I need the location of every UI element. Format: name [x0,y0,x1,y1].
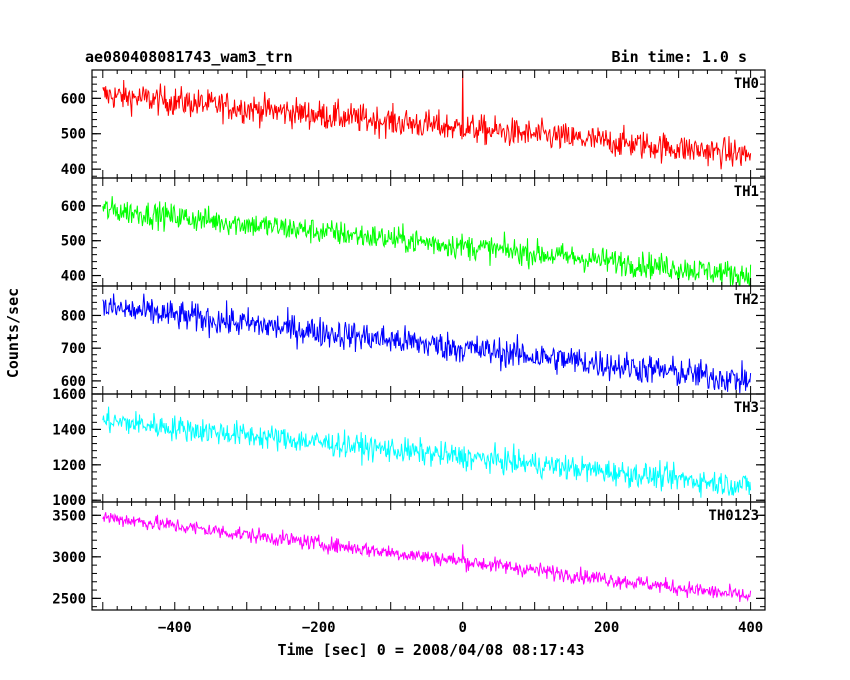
x-tick-label: 400 [738,620,763,636]
panel-frame [91,501,766,611]
y-tick-label: 500 [61,234,86,250]
y-axis-label: Counts/sec [4,288,22,378]
y-tick-label: 800 [61,308,86,324]
chart-subtitle: Bin time: 1.0 s [612,48,747,66]
series-line-th0 [102,70,752,170]
panels-group: 400 500 600 TH0 400 500 600 TH1 600 700 800 TH2 1000… [52,69,766,636]
y-tick-label: 1000 [52,493,86,509]
y-tick-label: 2500 [52,591,86,607]
y-tick-label: 3500 [52,508,86,524]
x-axis-label: Time [sec] 0 = 2008/04/08 08:17:43 [277,641,584,659]
x-tick-label: −200 [302,620,336,636]
x-tick-label: 0 [458,620,466,636]
series-line-th1 [102,196,752,286]
panel-label-th1: TH1 [734,184,759,200]
y-tick-label: 1200 [52,458,86,474]
panel-label-th3: TH3 [734,400,759,416]
panel-label-th0: TH0 [734,76,759,92]
series-line-th2 [102,293,752,394]
y-tick-label: 1400 [52,422,86,438]
y-tick-label: 1600 [52,387,86,403]
y-tick-label: 400 [61,269,86,285]
panel-label-th0123: TH0123 [708,508,759,524]
y-tick-label: 500 [61,127,86,143]
y-tick-label: 700 [61,341,86,357]
y-tick-label: 600 [61,199,86,215]
y-tick-label: 600 [61,374,86,390]
y-tick-label: 400 [61,162,86,178]
panel-label-th2: TH2 [734,292,759,308]
y-tick-label: 3000 [52,550,86,566]
series-line-th3 [102,406,752,498]
chart-title: ae080408081743_wam3_trn [85,48,293,66]
x-tick-label: −400 [158,620,192,636]
series-line-th0123 [102,512,752,603]
x-tick-label: 200 [594,620,619,636]
y-tick-label: 600 [61,91,86,107]
